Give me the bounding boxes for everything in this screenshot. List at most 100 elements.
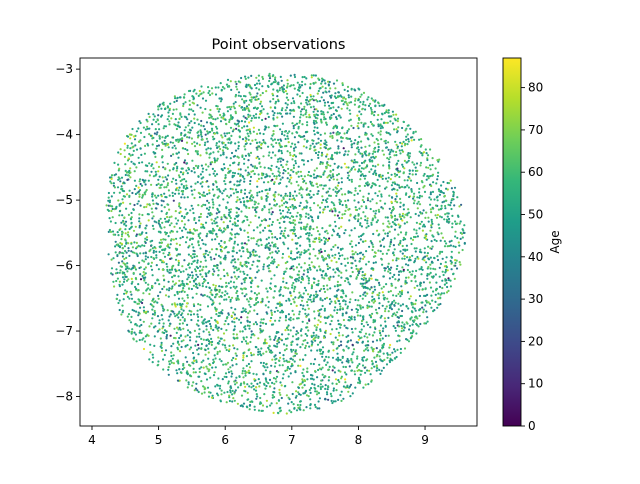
scatter-point (139, 273, 142, 276)
scatter-point (394, 175, 397, 178)
scatter-point (236, 207, 239, 210)
scatter-point (286, 194, 289, 197)
scatter-point (169, 231, 172, 234)
scatter-point (127, 313, 131, 316)
scatter-point (463, 224, 466, 227)
scatter-point (111, 216, 114, 219)
scatter-point (243, 281, 246, 284)
scatter-point (151, 361, 154, 364)
scatter-point (285, 326, 288, 330)
scatter-point (168, 251, 171, 254)
scatter-point (152, 227, 155, 230)
scatter-point (249, 189, 252, 192)
scatter-point (242, 367, 245, 370)
scatter-point (142, 292, 145, 295)
scatter-point (360, 336, 363, 339)
scatter-point (137, 283, 140, 286)
scatter-point (189, 374, 192, 377)
scatter-point (275, 203, 278, 206)
scatter-point (194, 182, 197, 185)
scatter-point (382, 344, 385, 347)
scatter-point (401, 309, 404, 313)
scatter-point (330, 114, 333, 117)
scatter-point (270, 261, 273, 265)
scatter-point (164, 349, 168, 352)
scatter-point (405, 304, 408, 308)
scatter-point (419, 248, 422, 251)
scatter-point (293, 360, 296, 363)
scatter-point (336, 139, 339, 142)
scatter-point (272, 411, 275, 414)
scatter-point (278, 388, 281, 391)
scatter-point (316, 92, 319, 95)
scatter-point (321, 276, 324, 279)
scatter-point (312, 82, 315, 85)
scatter-point (315, 167, 318, 170)
scatter-point (374, 184, 377, 187)
scatter-point (316, 117, 319, 120)
scatter-point (267, 267, 270, 270)
scatter-point (203, 278, 206, 281)
scatter-point (250, 170, 253, 173)
scatter-point (394, 314, 397, 317)
scatter-point (256, 226, 259, 229)
scatter-point (267, 145, 270, 148)
scatter-point (443, 245, 447, 248)
scatter-point (330, 102, 333, 105)
scatter-point (149, 134, 152, 137)
scatter-point (364, 215, 367, 218)
scatter-point (230, 151, 234, 155)
scatter-point (431, 276, 435, 279)
scatter-point (220, 218, 223, 221)
scatter-point (233, 242, 236, 245)
scatter-point (244, 136, 247, 139)
scatter-point (425, 299, 428, 303)
scatter-point (215, 185, 218, 188)
scatter-point (460, 203, 463, 206)
scatter-point (177, 263, 180, 267)
scatter-point (335, 382, 338, 385)
scatter-point (202, 203, 205, 206)
scatter-point (352, 348, 356, 351)
scatter-point (110, 177, 113, 180)
scatter-point (332, 168, 335, 171)
scatter-point (244, 154, 247, 157)
scatter-point (379, 358, 382, 361)
scatter-point (175, 182, 178, 185)
scatter-point (250, 237, 253, 240)
scatter-point (309, 174, 312, 177)
scatter-point (347, 281, 350, 284)
scatter-point (160, 303, 163, 306)
scatter-point (413, 259, 416, 263)
scatter-point (162, 322, 165, 325)
scatter-point (340, 225, 343, 228)
scatter-point (143, 135, 146, 139)
scatter-point (133, 188, 136, 191)
scatter-point (116, 186, 120, 189)
scatter-point (232, 344, 235, 347)
scatter-point (401, 257, 404, 260)
scatter-point (271, 251, 274, 254)
scatter-point (430, 220, 433, 223)
scatter-point (197, 315, 200, 318)
scatter-point (206, 130, 209, 133)
scatter-point (201, 111, 204, 114)
scatter-point (397, 292, 400, 296)
scatter-point (256, 382, 259, 385)
scatter-point (156, 279, 159, 282)
scatter-point (390, 284, 393, 287)
scatter-point (254, 138, 257, 141)
scatter-point (235, 333, 238, 336)
scatter-point (450, 268, 453, 271)
scatter-point (285, 163, 288, 166)
scatter-point (226, 132, 229, 135)
scatter-point (409, 237, 413, 240)
scatter-point (331, 234, 334, 237)
scatter-point (279, 178, 282, 181)
scatter-point (125, 241, 128, 244)
scatter-point (295, 280, 298, 283)
scatter-point (194, 268, 197, 271)
scatter-point (227, 171, 230, 174)
scatter-point (310, 181, 313, 184)
scatter-point (376, 118, 379, 121)
